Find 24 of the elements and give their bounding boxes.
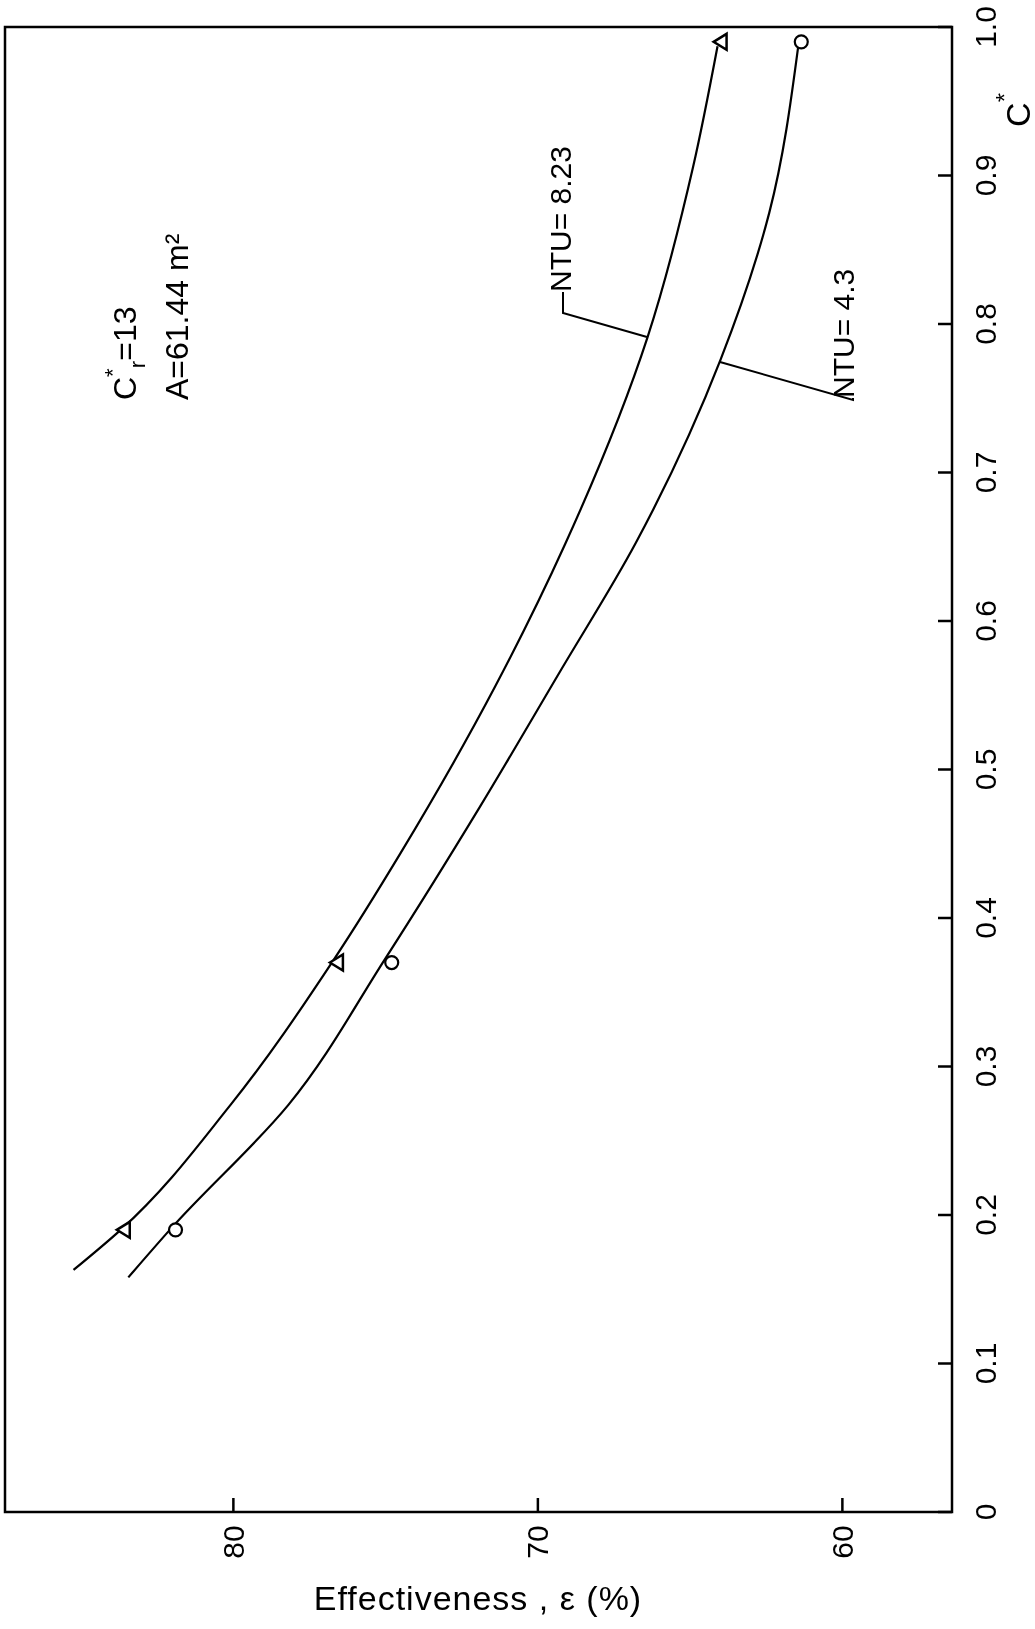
text: NTU= 8.23 — [543, 146, 577, 292]
text: NTU= 4.3 — [826, 268, 860, 398]
x-tick-label: 80 — [216, 1525, 250, 1559]
y-tick-label: 0.5 — [968, 748, 1002, 791]
y-tick-label: 0.3 — [968, 1045, 1002, 1088]
y-tick-label: 0.2 — [968, 1194, 1002, 1236]
point — [167, 1222, 184, 1238]
y-tick-label: 1.0 — [968, 6, 1002, 48]
point — [712, 32, 728, 52]
point — [328, 953, 345, 972]
y-tick-label: 0.1 — [968, 1342, 1002, 1385]
x-tick-label: 60 — [825, 1525, 859, 1559]
y-tick-label: 0.4 — [968, 897, 1002, 939]
point — [384, 954, 400, 971]
y-tick-label: 0.9 — [968, 154, 1002, 197]
point — [115, 1220, 132, 1240]
y-tick-label: 0 — [968, 1503, 1002, 1521]
y-tick-label: 0.6 — [968, 600, 1002, 642]
x-axis-title: Effectiveness , ε (%) — [313, 1579, 643, 1617]
y-tick-label: 0.8 — [968, 303, 1002, 345]
y-tick-label: 0.7 — [968, 451, 1002, 494]
point — [793, 34, 809, 50]
annotation: A=61.44 m² — [159, 233, 195, 400]
x-tick-label: 70 — [521, 1525, 555, 1559]
